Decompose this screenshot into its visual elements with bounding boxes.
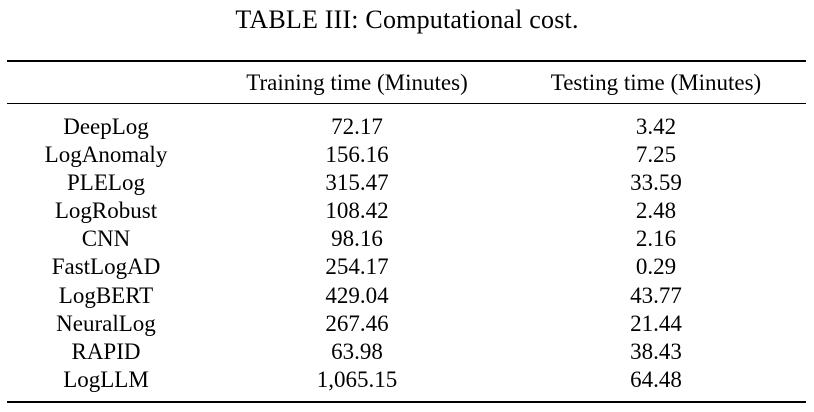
testing-time-cell: 2.16	[635, 226, 677, 252]
table-row: LogBERT 429.04 43.77	[0, 282, 814, 310]
training-time-cell: 98.16	[331, 226, 383, 252]
table-body: DeepLog 72.17 3.42 LogAnomaly 156.16 7.2…	[0, 113, 814, 394]
table-header-rule	[7, 103, 806, 104]
model-name-cell: PLELog	[67, 170, 145, 196]
model-name-cell: RAPID	[71, 338, 141, 364]
testing-time-cell: 3.42	[635, 114, 677, 139]
table-row: LogAnomaly 156.16 7.25	[0, 141, 814, 169]
training-time-cell: 267.46	[325, 310, 389, 336]
table-row: DeepLog 72.17 3.42	[0, 113, 814, 141]
table-row: NeuralLog 267.46 21.44	[0, 310, 814, 338]
table-top-rule	[7, 60, 806, 62]
model-name-cell: LogBERT	[58, 282, 154, 308]
header-training-time: Training time (Minutes)	[246, 70, 468, 95]
model-name-cell: CNN	[81, 226, 131, 252]
testing-time-cell: 2.48	[635, 198, 677, 224]
training-time-cell: 156.16	[325, 142, 389, 168]
table-bottom-rule	[7, 401, 806, 403]
testing-time-cell: 33.59	[630, 170, 682, 196]
testing-time-cell: 21.44	[630, 310, 682, 336]
header-testing-time: Testing time (Minutes)	[550, 70, 762, 95]
testing-time-cell: 7.25	[635, 142, 677, 168]
training-time-cell: 254.17	[325, 254, 389, 280]
model-name-cell: NeuralLog	[56, 310, 156, 336]
testing-time-cell: 38.43	[630, 338, 682, 364]
testing-time-cell: 64.48	[630, 366, 682, 392]
testing-time-cell: 0.29	[635, 254, 677, 280]
training-time-cell: 429.04	[325, 282, 389, 308]
training-time-cell: 108.42	[325, 198, 389, 224]
table-row: CNN 98.16 2.16	[0, 225, 814, 253]
model-name-cell: LogRobust	[54, 198, 158, 224]
training-time-cell: 1,065.15	[316, 366, 398, 392]
testing-time-cell: 43.77	[630, 282, 682, 308]
model-name-cell: LogAnomaly	[44, 142, 168, 168]
model-name-cell: DeepLog	[63, 114, 149, 139]
training-time-cell: 72.17	[331, 114, 383, 139]
table-row: LogLLM 1,065.15 64.48	[0, 366, 814, 394]
training-time-cell: 315.47	[325, 170, 389, 196]
table-row: LogRobust 108.42 2.48	[0, 197, 814, 225]
model-name-cell: FastLogAD	[51, 254, 161, 280]
table-row: RAPID 63.98 38.43	[0, 338, 814, 366]
table-row: PLELog 315.47 33.59	[0, 169, 814, 197]
table-row: FastLogAD 254.17 0.29	[0, 253, 814, 281]
table-caption: TABLE III: Computational cost.	[235, 5, 579, 34]
training-time-cell: 63.98	[331, 338, 383, 364]
model-name-cell: LogLLM	[63, 366, 149, 392]
